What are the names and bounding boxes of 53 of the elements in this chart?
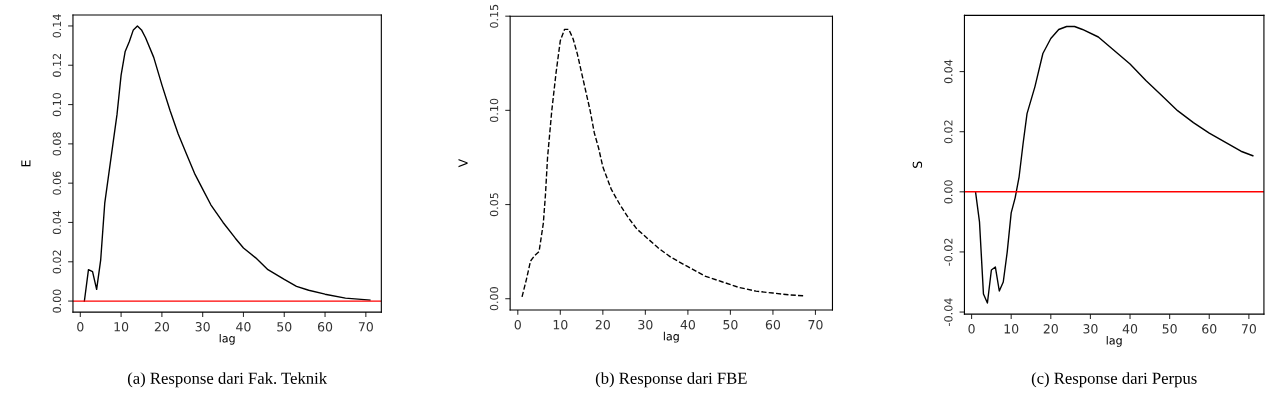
line-series xyxy=(521,28,806,298)
x-axis-title: lag xyxy=(663,331,679,343)
x-tick-label: 20 xyxy=(595,319,610,330)
x-tick-label: 0 xyxy=(514,319,521,330)
y-tick-label: 0.12 xyxy=(52,53,62,77)
y-tick-label: 0.08 xyxy=(52,132,62,156)
x-tick-label: 70 xyxy=(1241,324,1256,334)
x-axis-title: lag xyxy=(219,333,235,345)
x-tick-label: 0 xyxy=(77,322,84,332)
y-axis-title: E xyxy=(21,160,31,167)
x-tick-label: 10 xyxy=(114,322,129,332)
y-tick-label: 0.10 xyxy=(489,98,499,122)
y-tick-label: 0.14 xyxy=(52,14,62,38)
text: (b) Response dari FBE xyxy=(595,372,747,388)
y-tick-label: 0.00 xyxy=(489,287,499,311)
y-tick-label: -0.02 xyxy=(944,238,953,266)
x-tick-label: 30 xyxy=(1083,324,1098,334)
x-tick-label: 40 xyxy=(680,319,696,330)
y-tick-label: 0.15 xyxy=(489,4,499,28)
x-tick-label: 40 xyxy=(1122,324,1138,334)
y-tick-label: 0.05 xyxy=(489,193,499,217)
x-axis-title: lag xyxy=(1106,335,1122,347)
x-tick-label: 60 xyxy=(317,322,333,332)
y-tick-label: 0.02 xyxy=(52,250,62,274)
text: (c) Response dari Perpus xyxy=(1031,372,1197,388)
text: (a) Response dari Fak. Teknik xyxy=(127,372,328,388)
x-tick-label: 20 xyxy=(1043,324,1058,334)
x-tick-label: 20 xyxy=(154,322,170,332)
line-series xyxy=(974,25,1254,304)
y-tick-label: 0.06 xyxy=(52,171,62,195)
y-tick-label: 0.04 xyxy=(52,210,62,235)
x-tick-label: 50 xyxy=(723,319,738,330)
x-tick-label: 70 xyxy=(808,319,823,330)
y-axis-title: S xyxy=(912,161,923,168)
y-axis-title: V xyxy=(458,158,468,168)
x-tick-label: 10 xyxy=(553,319,568,330)
x-tick-label: 50 xyxy=(1162,324,1177,334)
x-tick-label: 50 xyxy=(277,322,292,332)
x-tick-label: 40 xyxy=(236,322,251,332)
y-tick-label: -0.04 xyxy=(944,298,953,326)
y-tick-label: 0.02 xyxy=(944,120,953,144)
x-tick-label: 70 xyxy=(358,322,373,332)
y-tick-label: 0.10 xyxy=(52,92,62,117)
y-tick-label: 0.00 xyxy=(52,289,62,313)
x-tick-label: 30 xyxy=(195,322,210,332)
y-tick-label: 0.04 xyxy=(944,59,953,84)
x-tick-label: 10 xyxy=(1004,324,1019,334)
line-series xyxy=(83,25,371,302)
x-tick-label: 60 xyxy=(1202,324,1217,334)
y-tick-label: 0.00 xyxy=(944,180,953,204)
x-tick-label: 60 xyxy=(765,319,781,330)
x-tick-label: 30 xyxy=(638,319,653,330)
x-tick-label: 0 xyxy=(968,324,975,334)
